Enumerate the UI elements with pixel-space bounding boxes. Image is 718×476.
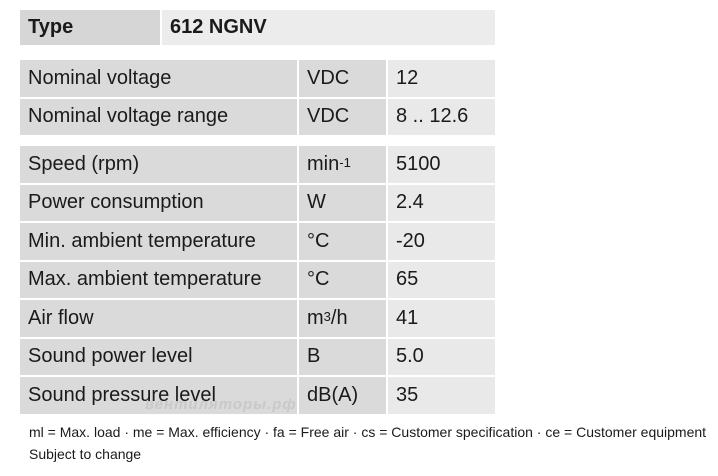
unit-base: VDC: [307, 105, 350, 128]
row-unit: VDC: [299, 98, 386, 135]
note: Subject to change: [29, 446, 142, 462]
unit-sup: -1: [339, 154, 351, 170]
row-unit: W: [299, 184, 386, 221]
row-unit: m 3/h: [299, 300, 386, 337]
type-label: Type: [20, 10, 160, 45]
unit-base: VDC: [307, 66, 350, 89]
row-name: Nominal voltage range: [20, 98, 297, 135]
row-value: 5100: [388, 146, 495, 183]
row-unit: °C: [299, 223, 386, 260]
row-name: Power consumption: [20, 184, 297, 221]
row-unit: °C: [299, 261, 386, 298]
row-name: Air flow: [20, 300, 297, 337]
unit-base: W: [307, 191, 326, 214]
row-name: Sound pressure level: [20, 377, 297, 414]
row-value: 65: [388, 261, 495, 298]
row-unit: VDC: [299, 60, 386, 97]
row-value: -20: [388, 223, 495, 260]
unit-after: /h: [330, 306, 348, 329]
unit-base: m: [307, 306, 324, 329]
watermark: вентиляторы.рф: [145, 396, 297, 413]
row-name: Nominal voltage: [20, 60, 297, 97]
unit-sup: 3: [323, 308, 331, 324]
row-value: 5.0: [388, 338, 495, 375]
row-unit: min -1: [299, 146, 386, 183]
unit-base: min: [307, 152, 340, 175]
unit-base: °C: [307, 268, 330, 291]
row-unit: B: [299, 338, 386, 375]
row-unit: dB(A): [299, 377, 386, 414]
row-name: Max. ambient temperature: [20, 261, 297, 298]
row-value: 35: [388, 377, 495, 414]
row-name: Sound power level: [20, 338, 297, 375]
unit-base: °C: [307, 229, 330, 252]
row-name: Speed (rpm): [20, 146, 297, 183]
row-value: 2.4: [388, 184, 495, 221]
row-value: 12: [388, 60, 495, 97]
unit-base: B: [307, 345, 321, 368]
row-value: 41: [388, 300, 495, 337]
type-value: 612 NGNV: [162, 10, 495, 45]
unit-base: dB(A): [307, 383, 359, 406]
footnote: ml = Max. load · me = Max. efficiency · …: [29, 424, 707, 440]
row-value: 8 .. 12.6: [388, 98, 495, 135]
row-name: Min. ambient temperature: [20, 223, 297, 260]
